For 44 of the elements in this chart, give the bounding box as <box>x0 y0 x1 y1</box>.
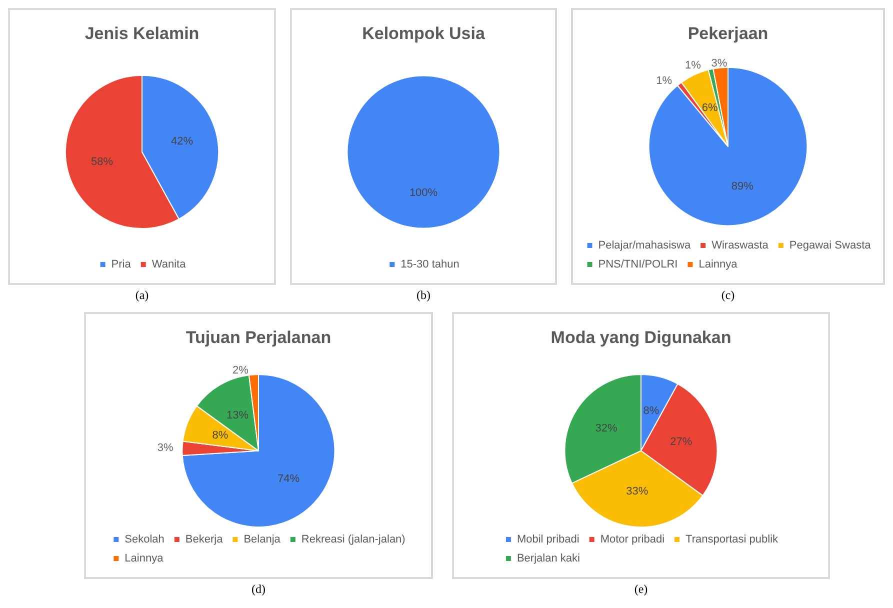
legend-label: Wanita <box>152 258 187 270</box>
legend-label: Berjalan kaki <box>516 552 580 564</box>
chart-title: Pekerjaan <box>688 24 768 43</box>
legend-label: Mobil pribadi <box>516 534 580 546</box>
data-label: 8% <box>643 404 660 417</box>
legend-label: Lainnya <box>124 552 164 564</box>
data-label: 33% <box>626 486 648 498</box>
data-label: 1% <box>656 74 672 87</box>
data-label: 100% <box>409 187 438 200</box>
data-label: 74% <box>277 472 300 485</box>
legend-label: Pegawai Swasta <box>789 240 872 252</box>
data-label: 3% <box>157 442 174 454</box>
data-label: 3% <box>711 58 728 70</box>
chart-title: Kelompok Usia <box>362 24 486 43</box>
data-label: 42% <box>170 136 194 148</box>
legend-label: Transportasi publik <box>686 534 779 546</box>
legend-label: Sekolah <box>124 534 164 546</box>
data-label: 89% <box>731 180 754 193</box>
text: (e) <box>633 582 649 597</box>
text: (c) <box>720 288 736 303</box>
data-label: 2% <box>232 364 249 377</box>
data-label: 1% <box>684 59 702 72</box>
legend-label: 15-30 tahun <box>400 258 460 270</box>
chart-title: Jenis Kelamin <box>84 24 200 43</box>
text: (a) <box>134 288 150 303</box>
chart-title: Moda yang Digunakan <box>550 328 732 347</box>
data-label: 8% <box>212 430 228 442</box>
text: (b) <box>416 288 432 303</box>
legend-label: Belanja <box>244 534 282 546</box>
legend-label: Motor pribadi <box>600 534 665 546</box>
legend-label: PNS/TNI/POLRI <box>598 258 678 270</box>
legend-label: Lainnya <box>698 258 738 270</box>
data-label: 6% <box>702 102 718 114</box>
data-label: 13% <box>226 409 249 422</box>
text: (d) <box>250 582 266 597</box>
legend-label: Rekreasi (jalan-jalan) <box>301 534 406 546</box>
data-label: 58% <box>91 156 114 168</box>
data-label: 27% <box>670 436 692 448</box>
legend-label: Bekerja <box>185 534 224 546</box>
legend-label: Pelajar/mahasiswa <box>598 240 692 252</box>
legend-label: Pria <box>111 258 132 270</box>
chart-title: Tujuan Perjalanan <box>186 328 332 347</box>
data-label: 32% <box>595 422 618 435</box>
legend-label: Wiraswasta <box>712 240 770 252</box>
